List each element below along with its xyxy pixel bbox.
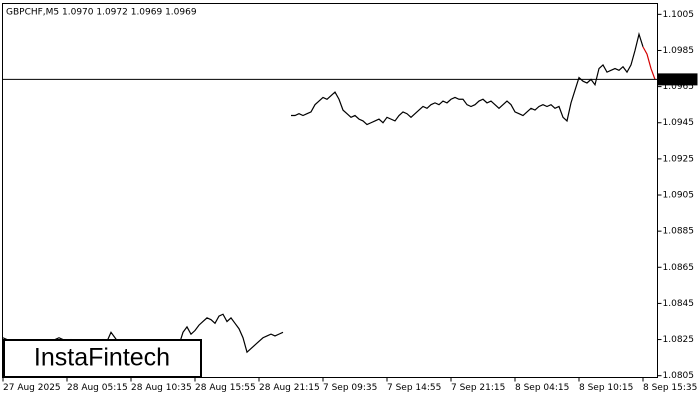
y-tick-label: 1.0945 bbox=[663, 118, 695, 128]
y-tick-label: 1.0885 bbox=[663, 227, 695, 237]
y-tick-label: 1.1005 bbox=[663, 10, 695, 20]
watermark-box bbox=[3, 339, 202, 378]
x-tick-label: 8 Sep 15:35 bbox=[643, 383, 697, 393]
y-tick-label: 1.0965 bbox=[663, 82, 695, 92]
x-tick-label: 7 Sep 14:55 bbox=[387, 383, 441, 393]
chart-title: GBPCHF,M5 1.0970 1.0972 1.0969 1.0969 bbox=[6, 8, 197, 18]
x-tick-label: 28 Aug 21:15 bbox=[259, 383, 320, 393]
x-tick-label: 8 Sep 10:15 bbox=[579, 383, 633, 393]
y-tick-label: 1.0925 bbox=[663, 154, 695, 164]
last-price-box bbox=[657, 73, 698, 86]
x-tick-label: 7 Sep 21:15 bbox=[451, 383, 505, 393]
x-tick-label: 28 Aug 05:15 bbox=[67, 383, 128, 393]
price-line bbox=[642, 46, 656, 80]
x-tick-label: 28 Aug 15:55 bbox=[195, 383, 256, 393]
x-tick-label: 27 Aug 2025 bbox=[3, 383, 61, 393]
y-tick-label: 1.0865 bbox=[663, 263, 695, 273]
watermark: InstaFintech bbox=[34, 344, 170, 372]
y-tick-label: 1.0905 bbox=[663, 191, 695, 201]
y-tick-label: 1.0805 bbox=[663, 371, 695, 381]
x-tick-label: 28 Aug 10:35 bbox=[131, 383, 192, 393]
y-tick-label: 1.0845 bbox=[663, 299, 695, 309]
last-price-label: 1.0969 bbox=[661, 75, 693, 85]
plot-frame bbox=[2, 3, 658, 378]
y-tick-label: 1.0825 bbox=[663, 335, 695, 345]
y-tick-label: 1.0985 bbox=[663, 46, 695, 56]
x-tick-label: 7 Sep 09:35 bbox=[323, 383, 377, 393]
x-tick-label: 8 Sep 04:15 bbox=[515, 383, 569, 393]
